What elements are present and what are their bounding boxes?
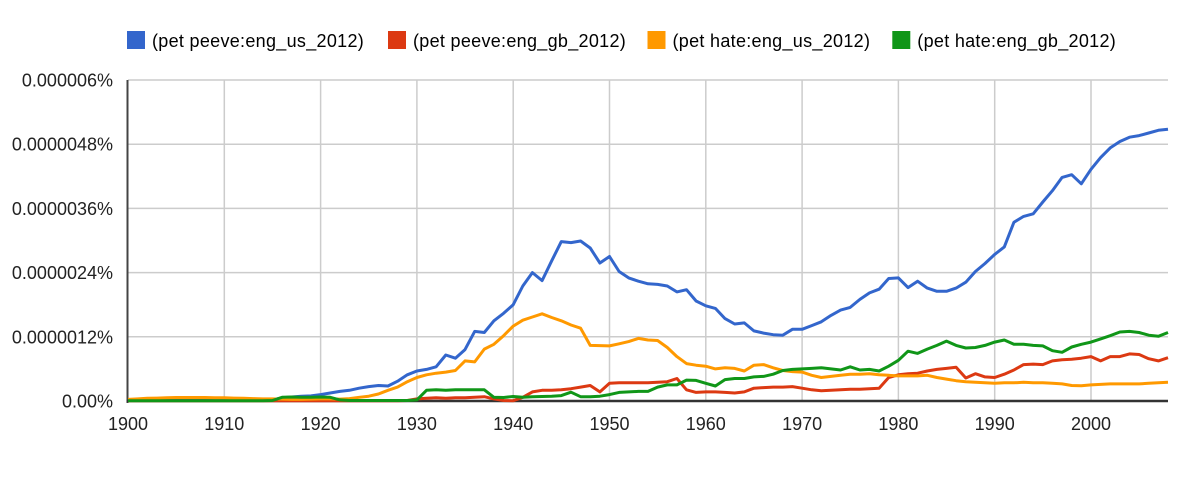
svg-text:(pet hate:eng_us_2012): (pet hate:eng_us_2012) [673, 31, 871, 52]
svg-text:(pet peeve:eng_gb_2012): (pet peeve:eng_gb_2012) [413, 31, 626, 52]
svg-text:0.0000024%: 0.0000024% [12, 263, 113, 283]
svg-text:(pet hate:eng_gb_2012): (pet hate:eng_gb_2012) [917, 31, 1116, 52]
svg-text:(pet peeve:eng_us_2012): (pet peeve:eng_us_2012) [152, 31, 364, 52]
svg-text:1940: 1940 [493, 414, 533, 434]
svg-text:0.00%: 0.00% [62, 392, 113, 412]
svg-text:1960: 1960 [686, 414, 726, 434]
svg-text:1990: 1990 [975, 414, 1015, 434]
svg-text:1900: 1900 [108, 414, 148, 434]
svg-text:1950: 1950 [589, 414, 629, 434]
svg-text:0.0000012%: 0.0000012% [12, 327, 113, 347]
svg-text:0.0000048%: 0.0000048% [12, 135, 113, 155]
svg-text:1920: 1920 [301, 414, 341, 434]
svg-text:1980: 1980 [878, 414, 918, 434]
svg-text:0.0000036%: 0.0000036% [12, 199, 113, 219]
svg-text:1910: 1910 [204, 414, 244, 434]
svg-text:0.000006%: 0.000006% [22, 71, 113, 91]
svg-text:2000: 2000 [1071, 414, 1111, 434]
svg-text:1930: 1930 [397, 414, 437, 434]
svg-text:1970: 1970 [782, 414, 822, 434]
